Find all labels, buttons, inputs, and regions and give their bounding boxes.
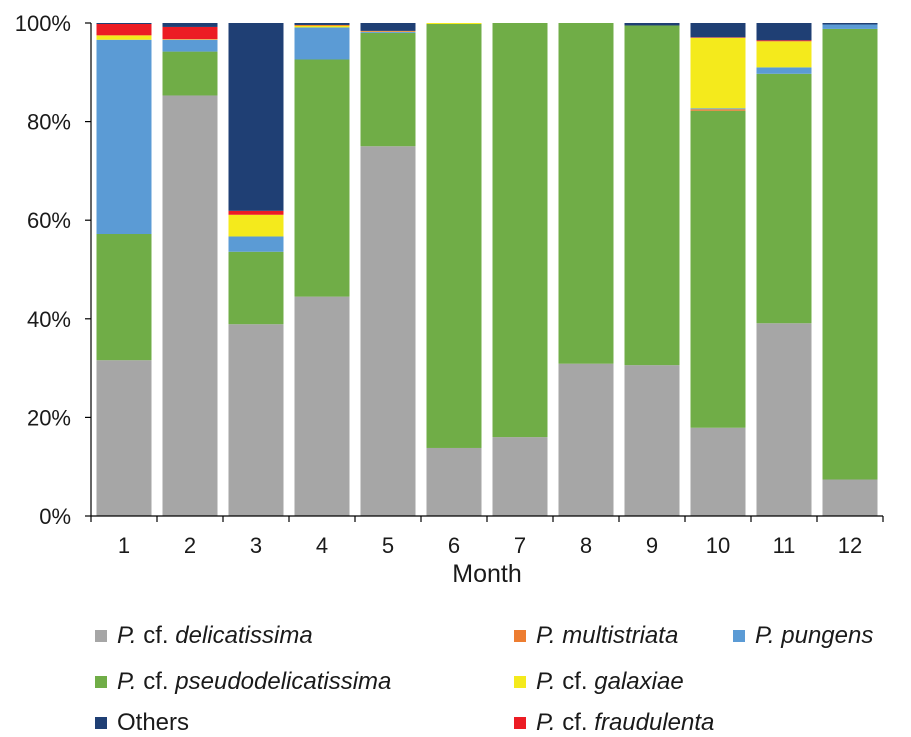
bar-segment: [163, 40, 218, 52]
x-tick-label: 10: [706, 533, 730, 558]
bar-segment: [97, 40, 152, 234]
bar-segment: [757, 323, 812, 516]
bar-segment: [229, 23, 284, 211]
bar-segment: [691, 109, 746, 110]
y-tick-label: 60%: [27, 208, 71, 233]
bar-segment: [691, 428, 746, 516]
x-tick-label: 2: [184, 533, 196, 558]
x-tick-label: 4: [316, 533, 328, 558]
x-axis-title: Month: [452, 560, 521, 588]
bar-segment: [493, 23, 548, 437]
bar-segment: [691, 111, 746, 428]
bar-segment: [97, 234, 152, 360]
y-tick-label: 0%: [39, 504, 71, 529]
bar-segment: [427, 23, 482, 24]
bar-segment: [559, 364, 614, 516]
x-tick-label: 3: [250, 533, 262, 558]
bar-segment: [229, 236, 284, 251]
bar-segment: [295, 27, 350, 59]
bar-segment: [229, 215, 284, 237]
y-tick-label: 20%: [27, 405, 71, 430]
x-tick-label: 9: [646, 533, 658, 558]
bar-segment: [757, 41, 812, 67]
bar-segment: [691, 38, 746, 109]
bar-segment: [625, 23, 680, 25]
bars-layer: [97, 23, 878, 516]
bar-segment: [559, 23, 614, 364]
bar-segment: [97, 24, 152, 35]
bar-segment: [229, 252, 284, 324]
bar-segment: [823, 480, 878, 516]
bar-segment: [625, 365, 680, 516]
bar-segment: [757, 74, 812, 323]
bar-segment: [97, 360, 152, 516]
bar-segment: [229, 324, 284, 516]
x-tick-label: 1: [118, 533, 130, 558]
bar-segment: [823, 23, 878, 24]
bar-segment: [229, 211, 284, 215]
bar-segment: [163, 52, 218, 96]
bar-segment: [823, 24, 878, 28]
bar-segment: [823, 29, 878, 480]
bar-segment: [97, 35, 152, 39]
bar-segment: [493, 437, 548, 516]
bar-segment: [295, 23, 350, 25]
bar-segment: [295, 297, 350, 516]
x-tick-label: 12: [838, 533, 862, 558]
bar-segment: [295, 25, 350, 27]
bar-segment: [691, 23, 746, 37]
bar-segment: [97, 23, 152, 24]
bar-segment: [163, 95, 218, 516]
bar-segment: [757, 67, 812, 73]
bar-segment: [427, 448, 482, 516]
y-tick-label: 100%: [15, 11, 71, 36]
bar-segment: [163, 23, 218, 27]
bar-segment: [625, 25, 680, 365]
bar-segment: [361, 146, 416, 516]
bar-segment: [427, 24, 482, 448]
x-tick-label: 5: [382, 533, 394, 558]
bar-segment: [691, 108, 746, 109]
bar-segment: [295, 59, 350, 296]
bar-segment: [163, 27, 218, 39]
bar-segment: [361, 23, 416, 31]
bar-segment: [361, 32, 416, 33]
y-tick-label: 40%: [27, 307, 71, 332]
bar-segment: [361, 33, 416, 146]
y-tick-label: 80%: [27, 110, 71, 135]
y-axis-ticks: 0% 20% 40% 60% 80% 100%: [15, 11, 91, 529]
x-tick-label: 8: [580, 533, 592, 558]
bar-segment: [757, 40, 812, 41]
x-tick-label: 6: [448, 533, 460, 558]
x-tick-label: 11: [773, 533, 796, 558]
x-tick-label: 7: [514, 533, 526, 558]
bar-segment: [757, 23, 812, 40]
